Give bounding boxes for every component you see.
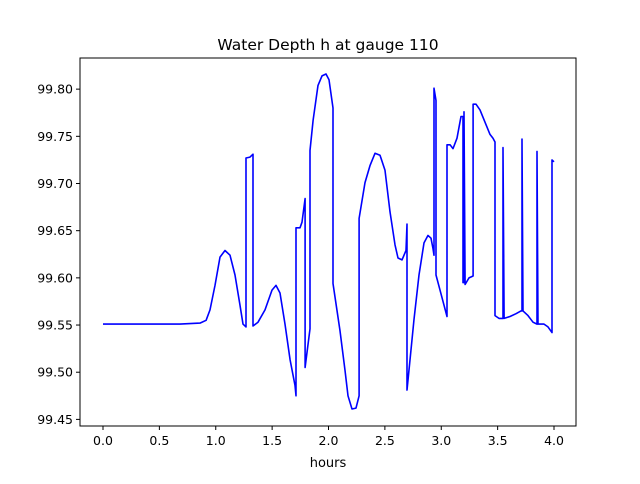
x-tick-label: 4.0	[544, 433, 564, 448]
x-tick-label: 2.5	[375, 433, 395, 448]
y-tick-label: 99.75	[37, 129, 73, 144]
y-axis: 99.45 99.50 99.55 99.60 99.65 99.70 99.75 99.80	[37, 82, 80, 427]
y-tick-label: 99.65	[37, 223, 73, 238]
series-line-h	[103, 73, 555, 410]
x-tick-label: 1.5	[262, 433, 282, 448]
axes-frame	[79, 57, 577, 427]
x-tick-label: 3.5	[488, 433, 508, 448]
x-tick-label: 1.0	[206, 433, 226, 448]
x-tick-label: 2.0	[319, 433, 339, 448]
x-axis: 0.0 0.5 1.0 1.5 2.0 2.5 3.0 3.5 4.0	[93, 426, 564, 448]
chart-title: Water Depth h at gauge 110	[217, 36, 438, 54]
y-tick-label: 99.45	[37, 412, 73, 427]
x-axis-label: hours	[310, 456, 347, 471]
x-tick-label: 0.5	[149, 433, 169, 448]
y-tick-label: 99.80	[37, 82, 73, 97]
y-tick-label: 99.55	[37, 318, 73, 333]
y-tick-label: 99.60	[37, 270, 73, 285]
x-tick-label: 3.0	[431, 433, 451, 448]
plot-area	[103, 73, 555, 410]
y-tick-label: 99.70	[37, 176, 73, 191]
x-tick-label: 0.0	[93, 433, 113, 448]
y-tick-label: 99.50	[37, 365, 73, 380]
